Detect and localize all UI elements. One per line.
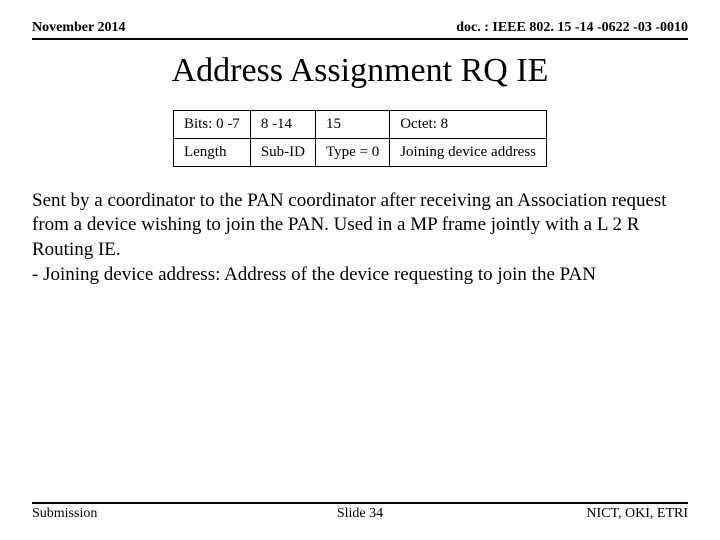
table-cell: Bits: 0 -7 bbox=[173, 111, 250, 139]
table-row: Bits: 0 -7 8 -14 15 Octet: 8 bbox=[173, 111, 546, 139]
table-cell: Octet: 8 bbox=[390, 111, 547, 139]
table-cell: Joining device address bbox=[390, 138, 547, 166]
ie-table-wrap: Bits: 0 -7 8 -14 15 Octet: 8 Length Sub-… bbox=[32, 110, 688, 167]
footer-rule bbox=[32, 502, 688, 504]
table-row: Length Sub-ID Type = 0 Joining device ad… bbox=[173, 138, 546, 166]
page-title: Address Assignment RQ IE bbox=[32, 52, 688, 90]
table-cell: 8 -14 bbox=[250, 111, 315, 139]
footer-left: Submission bbox=[32, 506, 251, 522]
table-cell: Length bbox=[173, 138, 250, 166]
table-cell: 15 bbox=[315, 111, 389, 139]
ie-table: Bits: 0 -7 8 -14 15 Octet: 8 Length Sub-… bbox=[173, 110, 547, 167]
body-text: Sent by a coordinator to the PAN coordin… bbox=[32, 189, 688, 288]
table-cell: Sub-ID bbox=[250, 138, 315, 166]
header-doc-id: doc. : IEEE 802. 15 -14 -0622 -03 -0010 bbox=[456, 20, 688, 36]
footer: Submission Slide 34 NICT, OKI, ETRI bbox=[32, 502, 688, 522]
footer-right: NICT, OKI, ETRI bbox=[469, 506, 688, 522]
body-paragraph-2: - Joining device address: Address of the… bbox=[32, 264, 596, 285]
footer-center: Slide 34 bbox=[251, 506, 470, 522]
header: November 2014 doc. : IEEE 802. 15 -14 -0… bbox=[32, 20, 688, 40]
table-cell: Type = 0 bbox=[315, 138, 389, 166]
footer-row: Submission Slide 34 NICT, OKI, ETRI bbox=[32, 506, 688, 522]
header-date: November 2014 bbox=[32, 20, 125, 36]
body-paragraph-1: Sent by a coordinator to the PAN coordin… bbox=[32, 190, 667, 260]
